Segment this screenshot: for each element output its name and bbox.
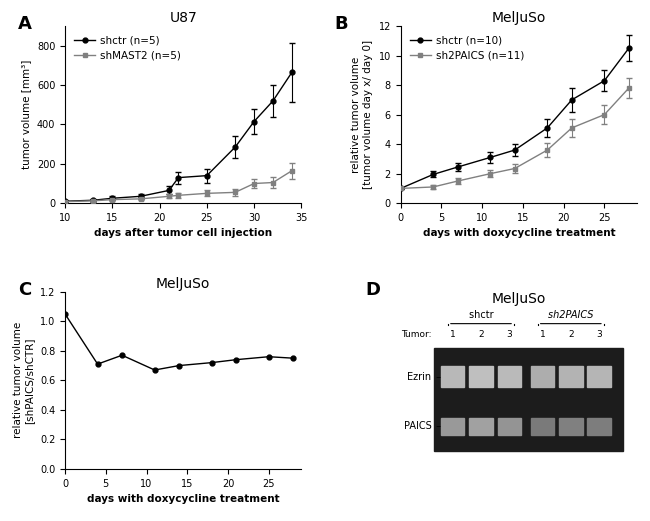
Bar [530, 366, 554, 388]
Bar [469, 366, 493, 388]
Bar [559, 366, 582, 388]
Text: –: – [432, 372, 441, 382]
Text: C: C [18, 281, 31, 299]
Y-axis label: relative tumor volume
[shPAICS/shCTR]: relative tumor volume [shPAICS/shCTR] [13, 322, 34, 439]
Text: sh2​​PAICS: sh2​​PAICS [548, 310, 593, 320]
Y-axis label: relative tumor volume
[tumor volume day x/ day 0]: relative tumor volume [tumor volume day … [352, 40, 373, 189]
X-axis label: days with doxycycline treatment: days with doxycycline treatment [87, 494, 280, 504]
Bar [559, 417, 582, 435]
Text: 1: 1 [450, 330, 456, 339]
Text: Ezrin: Ezrin [408, 372, 432, 382]
Text: –: – [432, 421, 441, 431]
Y-axis label: tumor volume [mm³]: tumor volume [mm³] [21, 60, 31, 169]
Text: 1: 1 [540, 330, 545, 339]
Title: MelJuSo: MelJuSo [491, 11, 546, 25]
Text: sh​ctr: sh​ctr [469, 310, 493, 320]
X-axis label: days with doxycycline treatment: days with doxycycline treatment [422, 229, 615, 239]
Text: A: A [18, 16, 32, 33]
Title: MelJuSo: MelJuSo [156, 277, 211, 291]
Title: U87: U87 [169, 11, 197, 25]
Text: PAICS: PAICS [404, 421, 432, 431]
Text: 3: 3 [506, 330, 512, 339]
Bar [588, 366, 611, 388]
Text: Tumor:: Tumor: [401, 330, 432, 339]
Legend: shctr (n=10), sh2PAICS (n=11): shctr (n=10), sh2PAICS (n=11) [406, 31, 528, 65]
Bar [441, 366, 465, 388]
Text: 2: 2 [478, 330, 484, 339]
Bar [530, 417, 554, 435]
X-axis label: days after tumor cell injection: days after tumor cell injection [94, 229, 272, 239]
Bar [441, 417, 465, 435]
Text: MelJuSo: MelJuSo [491, 292, 546, 306]
Legend: sh​​ctr (n=5), sh​​MAST2 (n=5): sh​​ctr (n=5), sh​​MAST2 (n=5) [70, 31, 185, 65]
Bar [588, 417, 611, 435]
Bar [497, 366, 521, 388]
Text: 3: 3 [596, 330, 602, 339]
Bar [469, 417, 493, 435]
Bar [434, 349, 623, 451]
Text: B: B [335, 16, 348, 33]
Text: D: D [365, 281, 380, 299]
Text: 2: 2 [568, 330, 574, 339]
Bar [497, 417, 521, 435]
